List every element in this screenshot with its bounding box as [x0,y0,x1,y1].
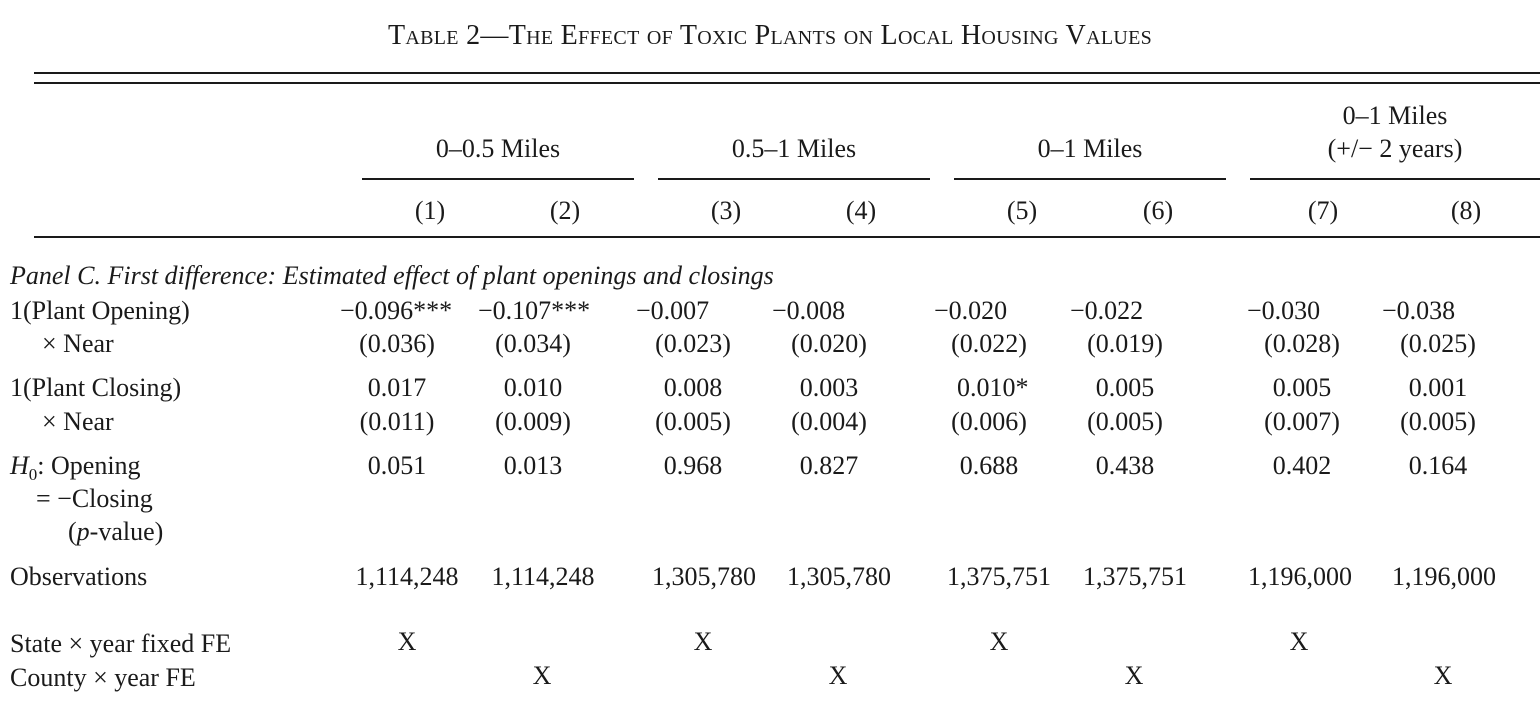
pvalue-cell: 0.013 [503,451,563,480]
se-cell: (0.007) [1264,407,1340,436]
se-cell: (0.019) [1087,329,1163,358]
row-label-closing: 1(Plant Closing) [10,373,182,402]
fe-mark: X [1124,661,1144,690]
coef-cell: 0.010* [957,373,1029,402]
row-label-state-fe: State × year fixed FE [10,629,232,658]
row-label-h0-line3: (p-value) [68,519,163,545]
observations-cell: 1,196,000 [1248,562,1352,591]
coef-cell: 0.003 [799,373,859,402]
coef-cell: 0.008 [663,373,723,402]
coef-cell: −0.096*** [340,296,453,325]
se-cell: (0.004) [791,407,867,436]
observations-cell: 1,375,751 [947,562,1051,591]
column-number: (5) [1006,196,1038,225]
group-rule-4 [1250,178,1540,180]
table-title: Table 2—The Effect of Toxic Plants on Lo… [0,22,1540,50]
se-cell: (0.028) [1264,329,1340,358]
pvalue-cell: 0.688 [959,451,1019,480]
group-header-2: 0.5–1 Miles [731,134,857,163]
column-number: (1) [414,196,446,225]
row-label-h0: H0: Opening [10,451,141,485]
column-number: (6) [1142,196,1174,225]
coef-cell: −0.107*** [478,296,591,325]
observations-cell: 1,196,000 [1392,562,1496,591]
fe-mark: X [397,627,417,656]
pvalue-cell: 0.051 [367,451,427,480]
title-dash: — [480,20,509,51]
h0-p: p [76,517,90,546]
observations-cell: 1,305,780 [652,562,756,591]
observations-cell: 1,375,751 [1083,562,1187,591]
observations-cell: 1,114,248 [355,562,459,591]
fe-mark: X [693,627,713,656]
row-label-closing-near: × Near [42,407,114,436]
table-number: Table 2 [387,20,481,51]
se-cell: (0.020) [791,329,867,358]
group-header-4-line1: 0–1 Miles [1342,101,1448,130]
se-cell: (0.023) [655,329,731,358]
group-header-4-line2: (+/− 2 years) [1327,134,1463,163]
row-label-county-fe: County × year FE [10,663,196,692]
coef-cell: 0.010 [503,373,563,402]
se-cell: (0.036) [359,329,435,358]
table-title-text: The Effect of Toxic Plants on Local Hous… [508,20,1153,51]
coef-cell: 0.017 [367,373,427,402]
se-cell: (0.005) [1087,407,1163,436]
group-rule-3 [954,178,1226,180]
group-rule-2 [658,178,930,180]
fe-mark: X [1433,661,1453,690]
row-label-opening-near: × Near [42,329,114,358]
column-number: (4) [845,196,877,225]
group-header-1: 0–0.5 Miles [435,134,561,163]
coef-cell: −0.008 [772,296,846,325]
coef-cell: 0.005 [1095,373,1155,402]
fe-mark: X [828,661,848,690]
column-number: (8) [1450,196,1482,225]
coef-cell: −0.038 [1382,296,1456,325]
se-cell: (0.006) [951,407,1027,436]
row-label-observations: Observations [10,562,148,591]
pvalue-cell: 0.968 [663,451,723,480]
observations-cell: 1,114,248 [491,562,595,591]
h0-pvalue-rest: -value) [89,517,164,546]
group-rule-1 [362,178,634,180]
se-cell: (0.005) [1400,407,1476,436]
pvalue-cell: 0.402 [1272,451,1332,480]
observations-cell: 1,305,780 [787,562,891,591]
h0-label-rest: : Opening [37,451,141,480]
fe-mark: X [989,627,1009,656]
se-cell: (0.009) [495,407,571,436]
fe-mark: X [532,661,552,690]
column-number: (3) [710,196,742,225]
fe-mark: X [1289,627,1309,656]
coef-cell: −0.007 [636,296,710,325]
se-cell: (0.005) [655,407,731,436]
row-label-h0-line2: = −Closing [36,484,153,513]
coef-cell: 0.005 [1272,373,1332,402]
se-cell: (0.025) [1400,329,1476,358]
coef-cell: 0.001 [1408,373,1468,402]
pvalue-cell: 0.827 [799,451,859,480]
h0-paren: ( [68,517,77,546]
coef-cell: −0.030 [1247,296,1321,325]
column-number: (7) [1307,196,1339,225]
h0-subscript: 0 [28,465,38,485]
column-number: (2) [549,196,581,225]
h0-symbol: H [10,451,29,480]
coef-cell: −0.020 [934,296,1008,325]
pvalue-cell: 0.438 [1095,451,1155,480]
top-rule-2 [34,82,1540,84]
se-cell: (0.011) [359,407,435,436]
row-label-opening: 1(Plant Opening) [10,296,190,325]
group-header-3: 0–1 Miles [1037,134,1143,163]
panel-label: Panel C. First difference: Estimated eff… [10,261,774,290]
pvalue-cell: 0.164 [1408,451,1468,480]
coef-cell: −0.022 [1070,296,1144,325]
header-bottom-rule [34,236,1540,238]
se-cell: (0.022) [951,329,1027,358]
se-cell: (0.034) [495,329,571,358]
top-rule-1 [34,72,1540,74]
